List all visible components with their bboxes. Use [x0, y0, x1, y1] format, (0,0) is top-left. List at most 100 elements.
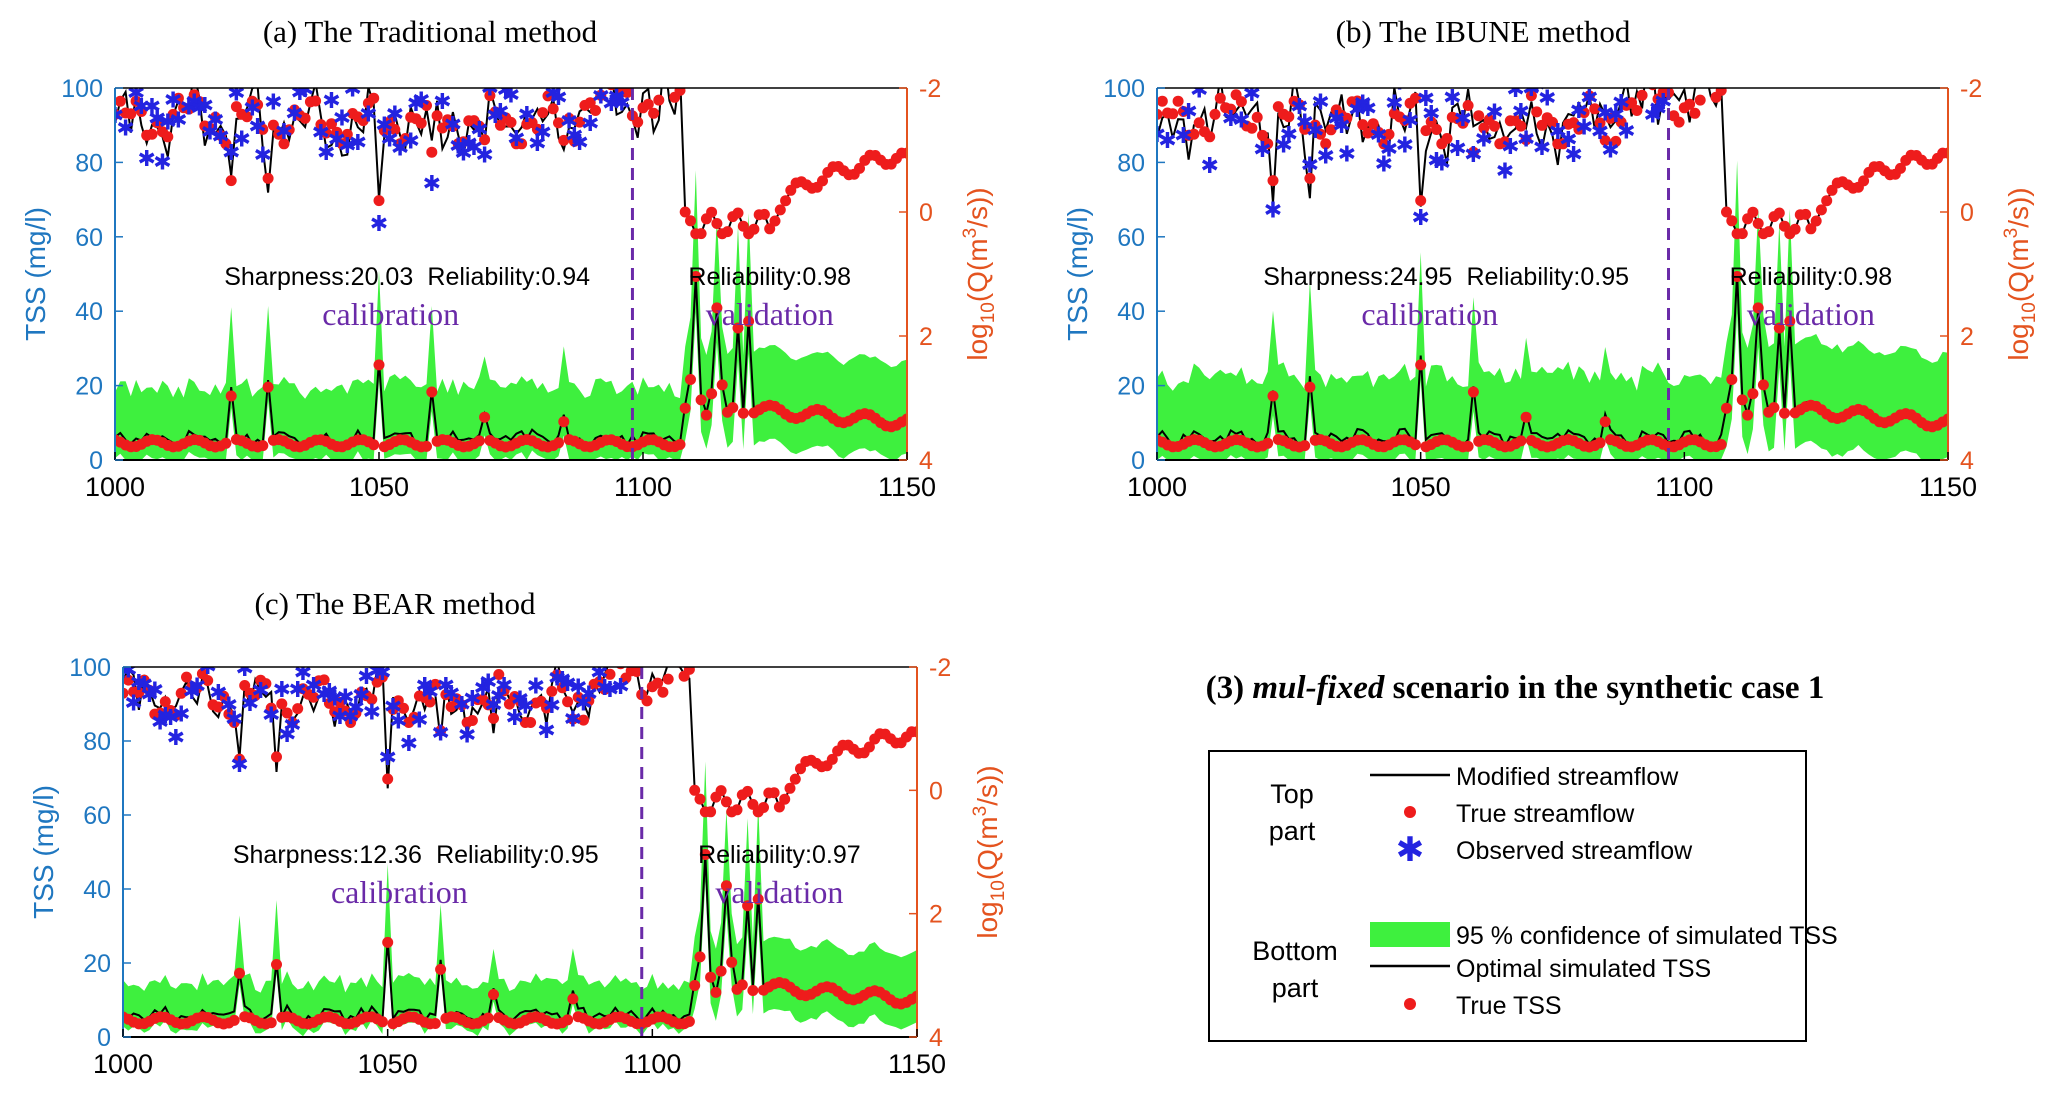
x-tick-label: 1000	[85, 472, 145, 502]
true-streamflow-point	[789, 773, 801, 785]
true-streamflow-point	[130, 95, 142, 107]
true-streamflow-point	[1272, 101, 1284, 113]
true-tss-point	[368, 439, 380, 451]
observed-streamflow-star: ✱	[1607, 102, 1625, 127]
true-streamflow-point	[1188, 128, 1200, 140]
chart-title: (b) The IBUNE method	[1336, 14, 1631, 49]
true-streamflow-point	[265, 702, 277, 714]
true-streamflow-point	[621, 88, 633, 98]
true-streamflow-point	[780, 195, 792, 207]
true-tss-point	[488, 989, 499, 1000]
true-streamflow-point	[817, 175, 828, 187]
observed-streamflow-star: ✱	[306, 66, 324, 91]
true-streamflow-point	[138, 674, 150, 686]
true-streamflow-point	[1204, 131, 1216, 143]
observed-streamflow-star: ✱	[325, 686, 343, 711]
observed-streamflow-star: ✱	[159, 109, 177, 134]
left-tick-label: 0	[97, 1024, 111, 1052]
observed-streamflow-star: ✱	[275, 119, 293, 144]
left-tick-label: 0	[89, 447, 103, 475]
legend-frame	[1208, 750, 1807, 1042]
observed-streamflow-star: ✱	[201, 120, 219, 145]
observed-streamflow-star: ✱	[370, 211, 388, 236]
true-streamflow-point	[1378, 138, 1390, 150]
observed-streamflow-star: ✱	[1433, 151, 1451, 176]
true-streamflow-point	[350, 707, 362, 719]
true-tss-point	[376, 1016, 388, 1028]
true-streamflow-point	[382, 773, 394, 785]
true-tss-point	[1726, 374, 1738, 385]
true-streamflow-point	[431, 110, 443, 122]
true-streamflow-point	[1357, 119, 1369, 131]
true-streamflow-point	[202, 675, 214, 686]
observed-streamflow-star: ✱	[1280, 122, 1298, 147]
true-streamflow-point	[144, 684, 155, 696]
true-streamflow-point	[1895, 162, 1906, 174]
observed-streamflow-star: ✱	[528, 131, 546, 156]
true-streamflow-point	[387, 703, 399, 715]
true-streamflow-point	[223, 708, 235, 720]
true-streamflow-point	[706, 206, 718, 218]
observed-streamflow-star: ✱	[1411, 205, 1429, 230]
reliability-calibration-text: Reliability:0.94	[427, 263, 590, 291]
true-streamflow-point	[541, 702, 552, 714]
observed-streamflow-star: ✱	[511, 686, 529, 711]
observed-streamflow-star: ✱	[558, 671, 576, 696]
observed-streamflow-star: ✱	[143, 94, 161, 119]
true-streamflow-point	[133, 687, 145, 699]
true-streamflow-point	[590, 105, 601, 116]
true-streamflow-point	[542, 90, 554, 102]
true-streamflow-point	[1341, 112, 1353, 124]
true-tss-point	[1515, 435, 1527, 447]
observed-streamflow-star: ✱	[357, 664, 375, 689]
validation-label: validation	[1747, 296, 1875, 332]
x-tick-label: 1050	[358, 1049, 418, 1079]
true-tss-point	[1773, 322, 1785, 334]
true-streamflow-point	[260, 678, 272, 690]
true-streamflow-point	[1589, 103, 1601, 115]
right-tick-label: -2	[919, 75, 941, 103]
observed-streamflow-star: ✱	[433, 89, 451, 114]
x-tick-label: 1150	[888, 1049, 946, 1079]
true-tss-point	[901, 413, 907, 425]
observed-streamflow-star: ✱	[1385, 90, 1403, 115]
true-streamflow-point	[685, 215, 696, 227]
observed-streamflow-star: ✱	[453, 692, 471, 717]
observed-streamflow-star: ✱	[373, 660, 391, 685]
true-streamflow-point	[1520, 134, 1532, 146]
true-tss-point	[1467, 386, 1479, 398]
true-streamflow-point	[162, 131, 174, 143]
true-streamflow-point	[1525, 90, 1537, 102]
true-streamflow-point	[194, 96, 205, 108]
true-streamflow-point	[1763, 226, 1775, 238]
true-tss-point	[1721, 402, 1732, 414]
observed-streamflow-star: ✱	[606, 638, 624, 663]
true-streamflow-point	[1689, 107, 1701, 119]
true-streamflow-point	[773, 801, 785, 813]
true-tss-point	[271, 959, 282, 970]
true-streamflow-point	[1752, 218, 1764, 229]
true-streamflow-point	[1489, 120, 1500, 132]
true-streamflow-point	[151, 117, 163, 129]
observed-streamflow-star: ✱	[1649, 96, 1667, 121]
true-tss-point	[685, 374, 696, 385]
true-streamflow-point	[458, 136, 469, 148]
true-streamflow-point	[774, 204, 786, 216]
right-axis-title: log10(Q(m3/s))	[970, 765, 1009, 938]
true-streamflow-point	[583, 695, 595, 707]
observed-streamflow-star: ✱	[1633, 53, 1651, 78]
true-streamflow-point	[172, 92, 184, 104]
observed-streamflow-star: ✱	[1327, 106, 1345, 131]
true-tss-point	[1599, 416, 1611, 428]
observed-streamflow-star: ✱	[1517, 127, 1535, 152]
true-streamflow-point	[558, 134, 570, 146]
observed-streamflow-star: ✱	[1390, 69, 1408, 94]
true-tss-point	[225, 390, 237, 402]
true-streamflow-point	[642, 98, 654, 110]
true-streamflow-point	[826, 753, 838, 765]
observed-streamflow-star: ✱	[1353, 90, 1371, 115]
observed-streamflow-star: ✱	[1475, 127, 1493, 152]
true-streamflow-point	[1267, 175, 1279, 187]
true-streamflow-point	[1583, 90, 1595, 102]
true-tss-point	[220, 437, 232, 449]
